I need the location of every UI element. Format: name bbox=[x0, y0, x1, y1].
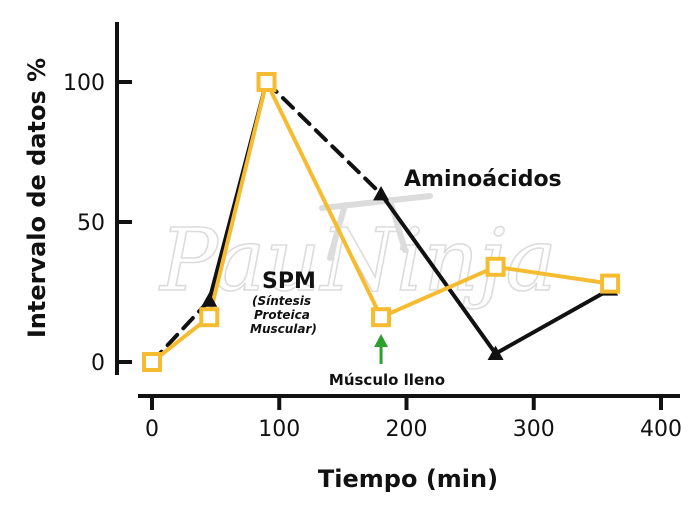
aminoacidos-marker bbox=[487, 345, 504, 360]
spm-marker bbox=[371, 307, 392, 328]
y-axis-title: Intervalo de datos % bbox=[23, 58, 51, 338]
series-layer bbox=[142, 72, 621, 372]
annotation-spm-line3: Muscular) bbox=[250, 322, 317, 336]
x-tick-label: 300 bbox=[513, 417, 555, 442]
y-tick-label: 100 bbox=[63, 71, 105, 96]
annotation-musculo-lleno: Músculo lleno bbox=[329, 371, 445, 389]
spm-marker bbox=[142, 352, 162, 372]
x-tick-label: 100 bbox=[258, 417, 300, 442]
aminoacidos-line-segment bbox=[264, 80, 384, 196]
spm-marker bbox=[485, 256, 506, 277]
aminoacidos-line-segment bbox=[493, 287, 613, 356]
y-tick-label: 50 bbox=[77, 211, 105, 236]
annotation-spm: SPM bbox=[262, 269, 316, 294]
watermark: PauNinja bbox=[157, 193, 558, 312]
x-tick-label: 0 bbox=[145, 417, 159, 442]
annotation-spm-line2: Proteica bbox=[254, 308, 310, 322]
spm-marker bbox=[600, 273, 621, 294]
aminoacidos-marker bbox=[201, 292, 218, 307]
x-axis-title: Tiempo (min) bbox=[318, 465, 498, 493]
spm-marker bbox=[199, 307, 220, 328]
y-ticks: 0 50 100 bbox=[63, 71, 132, 376]
x-tick-label: 200 bbox=[386, 417, 428, 442]
x-tick-label: 400 bbox=[640, 417, 682, 442]
spm-marker bbox=[256, 72, 277, 92]
x-ticks: 0 100 200 300 400 bbox=[145, 396, 682, 442]
aminoacidos-line-segment bbox=[379, 192, 498, 356]
annotation-spm-line1: (Síntesis bbox=[252, 294, 311, 308]
aminoacidos-marker bbox=[373, 186, 390, 201]
y-tick-label: 0 bbox=[91, 351, 105, 376]
arrow-head bbox=[374, 334, 389, 347]
annotation-aminoacidos: Aminoácidos bbox=[404, 167, 562, 192]
arrow-up-icon bbox=[374, 334, 389, 364]
